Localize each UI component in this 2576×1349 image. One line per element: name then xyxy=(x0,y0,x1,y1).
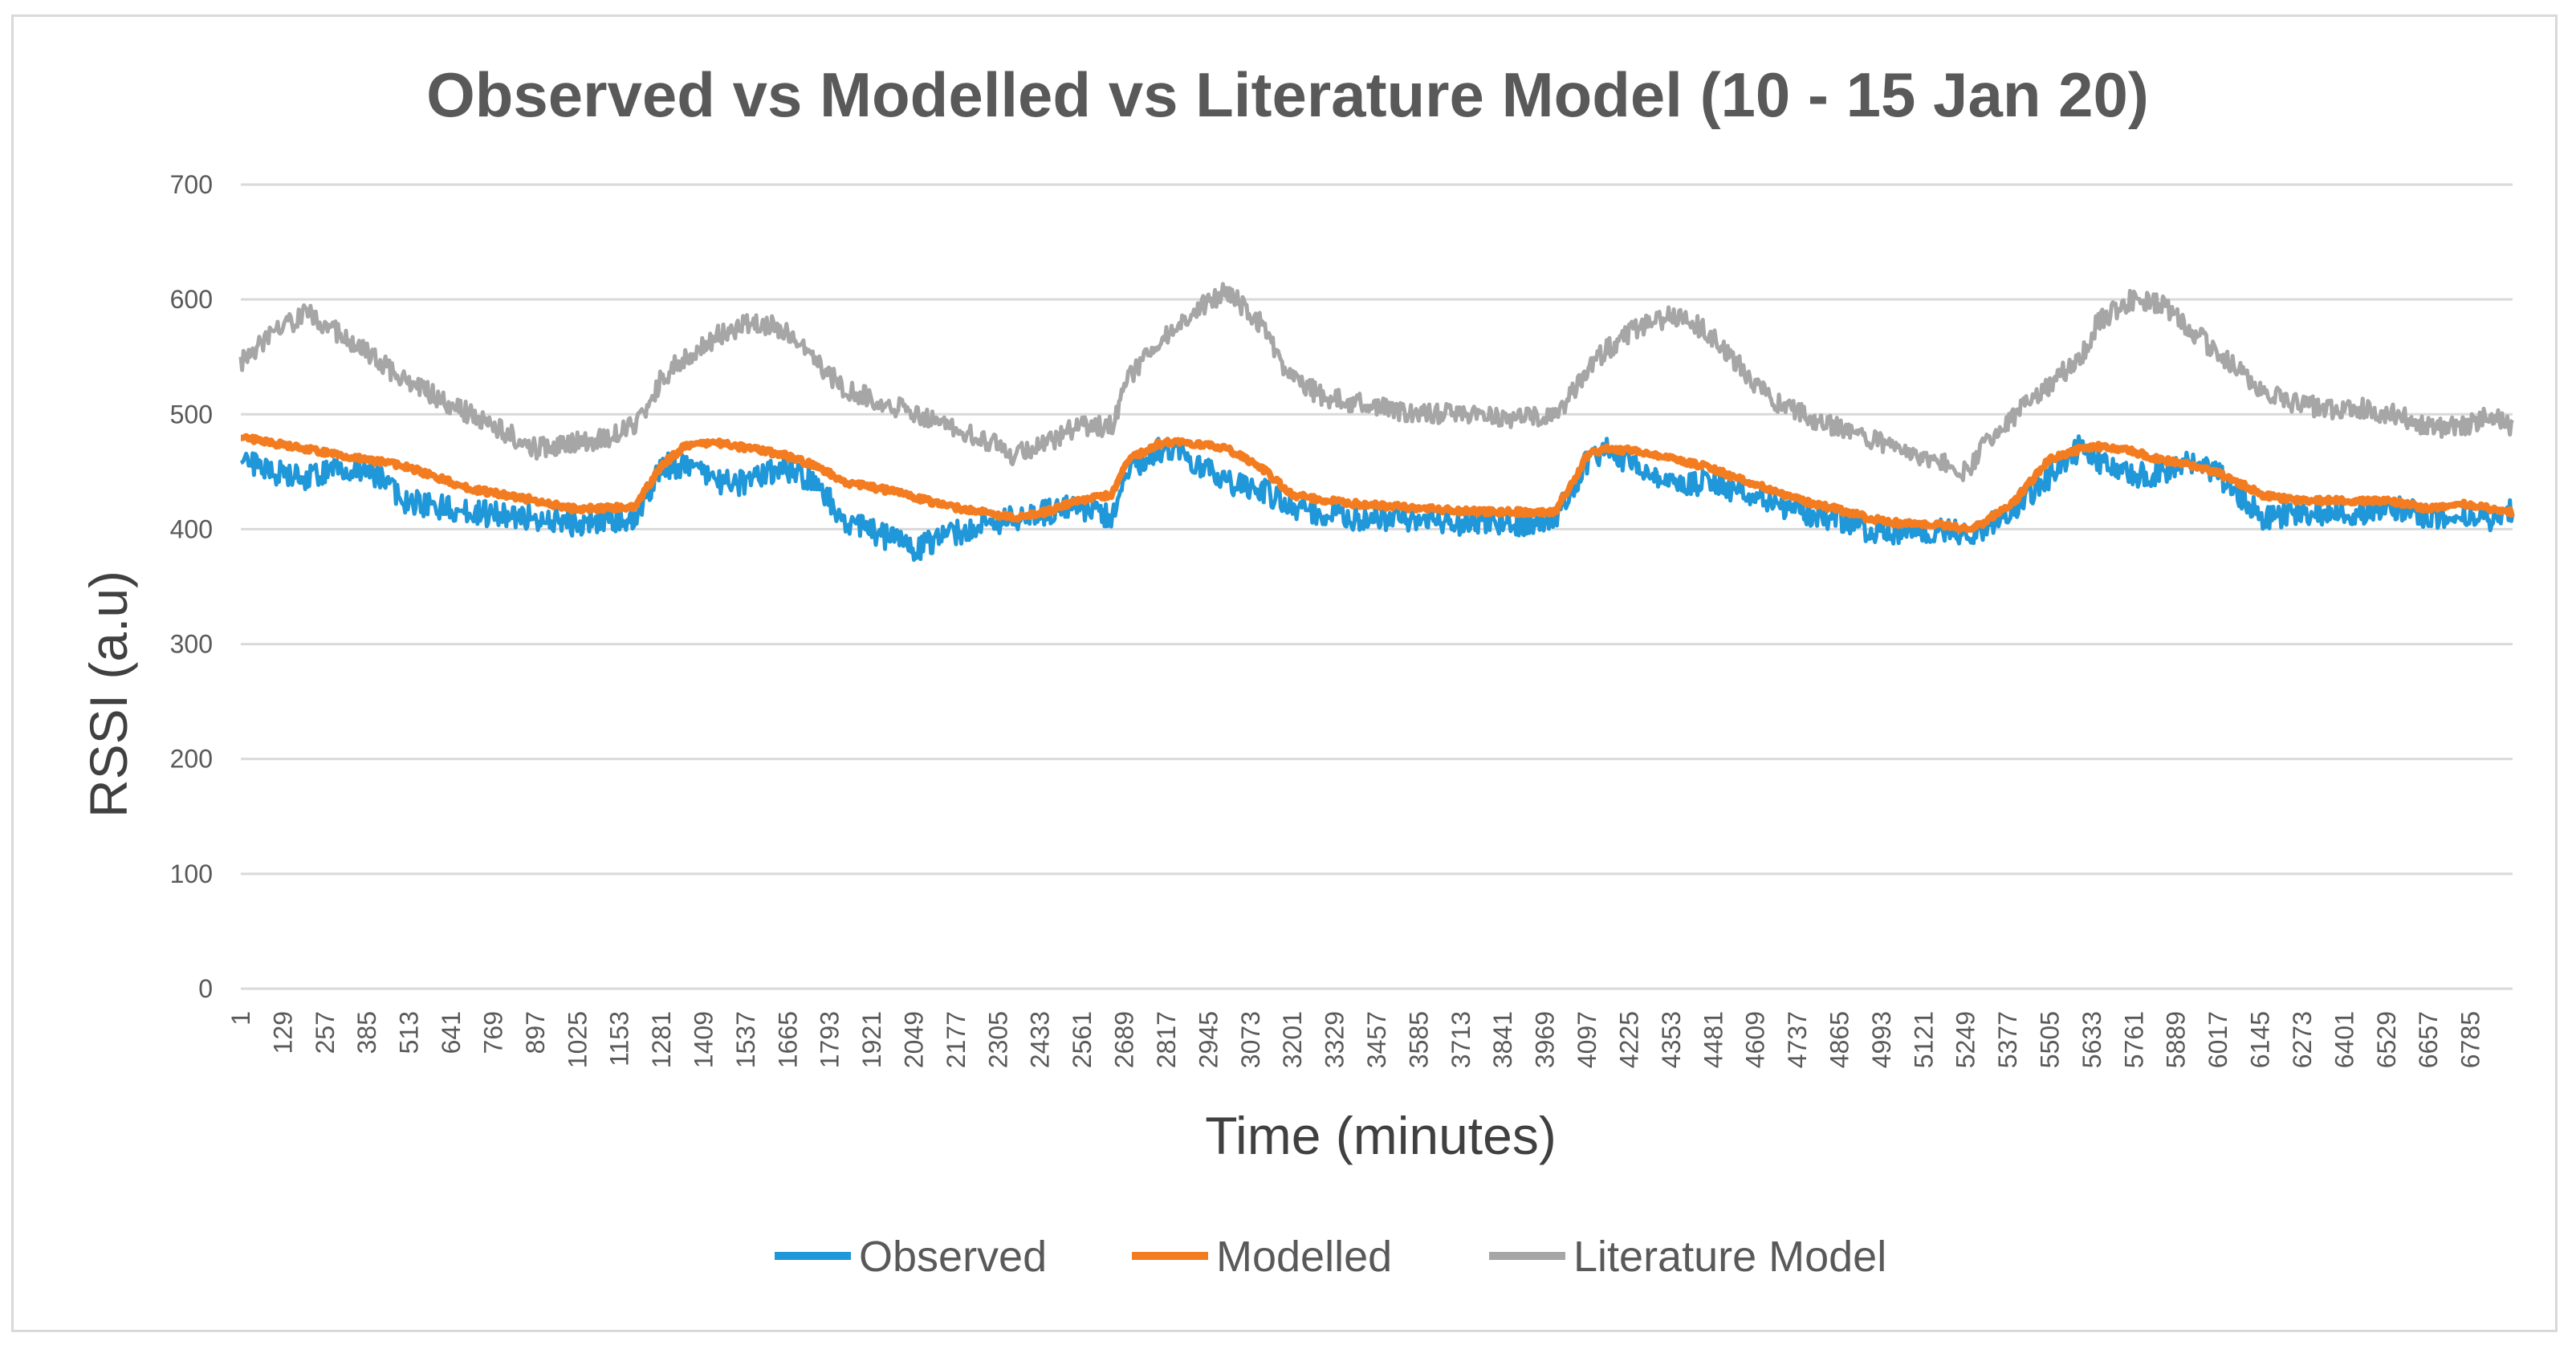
legend-label: Modelled xyxy=(1216,1233,1392,1281)
x-tick-label: 5249 xyxy=(1951,1011,1980,1068)
x-tick-label: 4225 xyxy=(1614,1011,1643,1068)
y-tick-labels: 0 100 200 300 400 500 600 700 xyxy=(170,170,213,1003)
x-tick-label: 5121 xyxy=(1909,1011,1938,1068)
x-tick-label: 5633 xyxy=(2077,1011,2106,1068)
x-tick-labels: 1 129 257 385 513 641 769 897 1025 1153 1281 1409 15… xyxy=(226,1011,2485,1068)
x-tick-label: 5889 xyxy=(2162,1011,2191,1068)
legend-label: Observed xyxy=(859,1233,1047,1281)
series-line-literature-model xyxy=(238,282,2514,482)
x-tick-label: 513 xyxy=(395,1011,424,1054)
x-tick-label: 2945 xyxy=(1194,1011,1223,1068)
y-tick-label: 600 xyxy=(170,285,213,314)
legend-label: Literature Model xyxy=(1573,1233,1886,1281)
x-tick-label: 3585 xyxy=(1404,1011,1433,1068)
y-tick-label: 100 xyxy=(170,859,213,888)
x-tick-label: 6529 xyxy=(2372,1011,2401,1068)
x-tick-label: 3969 xyxy=(1531,1011,1560,1068)
x-tick-label: 6657 xyxy=(2414,1011,2443,1068)
series-line-modelled xyxy=(238,433,2515,534)
x-tick-label: 1281 xyxy=(647,1011,676,1068)
x-tick-label: 4097 xyxy=(1573,1011,1601,1068)
x-tick-label: 2689 xyxy=(1110,1011,1139,1068)
x-tick-label: 2049 xyxy=(900,1011,929,1068)
x-tick-label: 5505 xyxy=(2036,1011,2065,1068)
y-tick-label: 500 xyxy=(170,400,213,429)
x-tick-label: 4993 xyxy=(1867,1011,1896,1068)
series-lines xyxy=(238,282,2515,563)
y-tick-label: 0 xyxy=(198,974,213,1003)
x-tick-label: 3329 xyxy=(1321,1011,1349,1068)
x-axis-label: Time (minutes) xyxy=(1205,1106,1557,1165)
x-tick-label: 1409 xyxy=(689,1011,718,1068)
x-tick-label: 3073 xyxy=(1236,1011,1265,1068)
x-tick-label: 257 xyxy=(311,1011,340,1054)
x-tick-label: 2305 xyxy=(983,1011,1012,1068)
x-tick-label: 2433 xyxy=(1026,1011,1055,1068)
x-tick-label: 4865 xyxy=(1825,1011,1854,1068)
x-tick-label: 2177 xyxy=(942,1011,971,1068)
x-tick-label: 1537 xyxy=(731,1011,760,1068)
x-tick-label: 385 xyxy=(352,1011,381,1054)
legend: Observed Modelled Literature Model xyxy=(775,1233,1886,1281)
x-tick-label: 4353 xyxy=(1657,1011,1686,1068)
x-tick-label: 4609 xyxy=(1741,1011,1770,1068)
x-tick-label: 6273 xyxy=(2288,1011,2317,1068)
x-tick-label: 1 xyxy=(226,1011,255,1026)
x-tick-label: 129 xyxy=(268,1011,297,1054)
chart-frame xyxy=(11,14,2558,1332)
x-tick-label: 1153 xyxy=(605,1011,634,1067)
x-tick-label: 897 xyxy=(521,1011,550,1054)
x-tick-label: 3201 xyxy=(1278,1011,1307,1068)
x-tick-label: 2561 xyxy=(1068,1011,1097,1068)
series-line-observed xyxy=(239,434,2515,563)
x-tick-label: 1793 xyxy=(816,1011,844,1068)
y-tick-label: 400 xyxy=(170,514,213,543)
x-tick-label: 6017 xyxy=(2204,1011,2232,1068)
x-tick-label: 6785 xyxy=(2456,1011,2485,1068)
x-tick-label: 4481 xyxy=(1699,1011,1728,1068)
x-tick-label: 4737 xyxy=(1783,1011,1812,1068)
x-tick-label: 1665 xyxy=(773,1011,802,1068)
x-tick-label: 769 xyxy=(478,1011,507,1054)
x-tick-label: 3841 xyxy=(1488,1011,1517,1068)
chart-title: Observed vs Modelled vs Literature Model… xyxy=(426,59,2149,130)
x-tick-label: 5377 xyxy=(1993,1011,2022,1068)
y-tick-label: 700 xyxy=(170,170,213,199)
x-tick-label: 1025 xyxy=(563,1011,592,1068)
x-tick-label: 1921 xyxy=(857,1011,886,1068)
x-tick-label: 5761 xyxy=(2119,1011,2148,1068)
x-tick-label: 3457 xyxy=(1362,1011,1391,1068)
y-tick-label: 200 xyxy=(170,745,213,774)
x-tick-label: 2817 xyxy=(1152,1011,1181,1068)
x-tick-label: 6401 xyxy=(2330,1011,2358,1068)
x-tick-label: 641 xyxy=(437,1011,466,1054)
x-tick-label: 3713 xyxy=(1447,1011,1475,1068)
x-tick-label: 6145 xyxy=(2246,1011,2275,1068)
y-tick-label: 300 xyxy=(170,630,213,659)
y-axis-label: RSSI (a.u) xyxy=(79,571,138,818)
